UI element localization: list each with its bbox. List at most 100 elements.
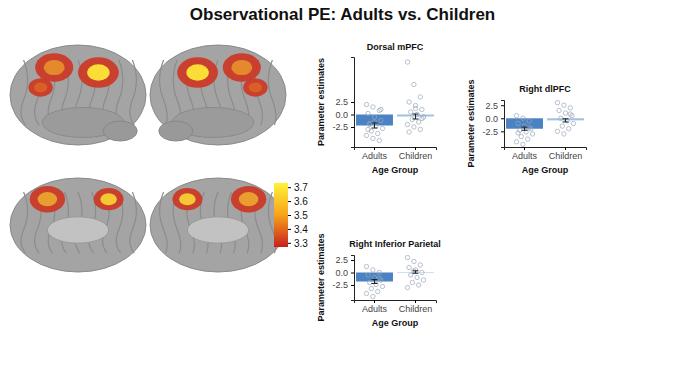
colorbar-tick-label: 3.7 <box>294 182 308 193</box>
y-tick-label: 0.0 <box>335 268 348 278</box>
colorbar-tick-mark <box>288 243 291 244</box>
x-tick-mark <box>565 147 566 150</box>
y-tick-label: 2.5 <box>485 101 498 111</box>
y-axis-title: Parameter estimates <box>316 233 326 321</box>
data-point <box>364 264 368 268</box>
data-point <box>380 284 384 288</box>
data-point <box>555 100 559 104</box>
x-tick-label: Adults <box>362 304 388 314</box>
y-tick: 2.5 <box>335 255 354 265</box>
data-point <box>377 276 381 280</box>
data-point <box>413 106 417 110</box>
data-point <box>372 115 376 119</box>
data-point <box>519 134 523 138</box>
error-bar <box>372 280 378 284</box>
y-tick-mark <box>501 131 504 132</box>
data-point <box>376 131 380 135</box>
data-point <box>410 280 414 284</box>
colorbar-tick: 3.3 <box>288 238 308 249</box>
x-axis-title: Age Group <box>522 165 569 175</box>
data-point <box>364 291 368 295</box>
data-point <box>527 125 531 129</box>
x-tick-mark <box>374 147 375 150</box>
x-tick: Children <box>399 300 433 314</box>
plot-marks <box>506 100 584 146</box>
activation-edge <box>177 57 218 88</box>
data-point <box>530 132 534 136</box>
y-tick: 2.5 <box>485 101 504 111</box>
bar-panel: -2.50.02.5AdultsChildrenRight dlPFCAge G… <box>466 79 587 175</box>
data-point <box>409 110 413 114</box>
data-point <box>521 116 525 120</box>
x-axis-title: Age Group <box>372 318 419 328</box>
x-tick: Adults <box>362 300 388 314</box>
data-point <box>559 116 563 120</box>
data-point <box>415 275 419 279</box>
data-point <box>380 126 384 130</box>
y-tick-mark <box>351 115 354 116</box>
activation-edge <box>223 53 261 82</box>
activation-core <box>239 192 258 206</box>
activation-edge <box>78 57 119 88</box>
colorbar-tick-label: 3.6 <box>294 196 308 207</box>
activation-core <box>87 64 109 80</box>
data-point <box>366 111 370 115</box>
data-point <box>568 106 572 110</box>
data-point <box>407 265 411 269</box>
x-axis-line <box>505 148 587 151</box>
plot-marks <box>356 255 434 298</box>
colorbar-ramp <box>274 183 288 247</box>
sulcus <box>268 60 276 125</box>
y-axis: -2.50.02.5 <box>482 101 504 148</box>
colorbar-tick-mark <box>288 187 291 188</box>
cerebellum <box>159 121 193 141</box>
data-point <box>368 280 372 284</box>
data-point <box>405 285 409 289</box>
data-point <box>405 60 409 64</box>
data-point <box>521 142 525 146</box>
brain-surface <box>150 45 286 145</box>
bar-panel: -2.50.02.5AdultsChildrenRight Inferior P… <box>316 233 441 328</box>
x-tick: Adults <box>362 147 388 161</box>
data-point <box>405 122 409 126</box>
error-bar <box>413 271 419 274</box>
data-point <box>527 119 531 123</box>
y-axis-line <box>351 256 355 301</box>
activation-core <box>186 64 208 80</box>
data-point <box>567 127 571 131</box>
data-point <box>516 121 520 125</box>
data-point <box>371 294 375 298</box>
data-point <box>364 102 368 106</box>
y-axis-line <box>501 101 505 148</box>
data-point <box>368 122 372 126</box>
sulcus <box>160 60 168 125</box>
colorbar-tick: 3.7 <box>288 182 308 193</box>
data-point <box>368 121 372 125</box>
brain-surface <box>10 45 146 145</box>
data-point <box>409 273 413 277</box>
colorbar-tick: 3.6 <box>288 196 308 207</box>
data-point <box>371 136 375 140</box>
y-axis: -2.5 0.0 2.5 <box>332 255 354 300</box>
y-tick-label: -2.5 <box>332 122 348 132</box>
y-tick-label: -2.5 <box>332 280 348 290</box>
x-tick-mark <box>415 147 416 150</box>
x-axis: AdultsChildren <box>355 147 437 161</box>
y-tick: -2.5 <box>482 127 504 137</box>
x-tick-label: Adults <box>362 151 388 161</box>
corpus-callosum <box>47 217 108 243</box>
data-point <box>364 133 368 137</box>
data-point <box>418 263 422 267</box>
y-tick-mark <box>351 285 354 286</box>
colorbar-tick: 3.5 <box>288 210 308 221</box>
data-point <box>555 129 559 133</box>
sulcus <box>21 60 28 125</box>
x-tick-label: Children <box>549 151 583 161</box>
colorbar-tick-mark <box>288 201 291 202</box>
y-tick: 0.0 <box>335 268 354 278</box>
activation-core <box>38 192 57 206</box>
data-point <box>420 116 424 120</box>
colorbar: 3.33.43.53.63.7 <box>274 182 308 249</box>
data-point <box>407 100 411 104</box>
activation-edge <box>172 188 202 210</box>
